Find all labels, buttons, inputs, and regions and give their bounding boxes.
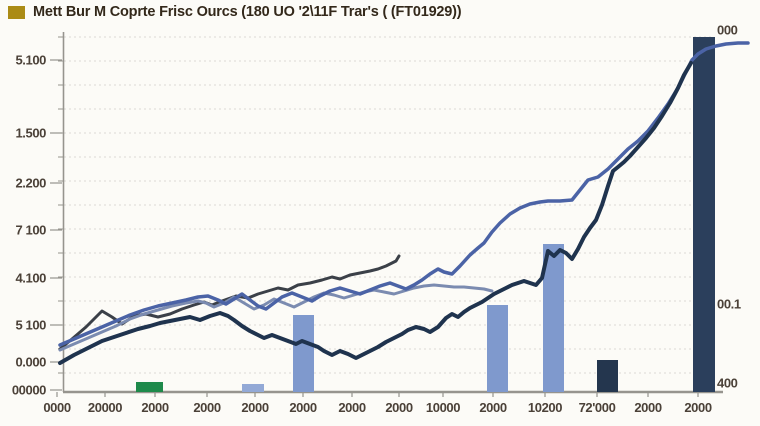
navy-bar-tall bbox=[693, 37, 715, 392]
x-axis-label: 2000 bbox=[141, 400, 168, 415]
navy-line bbox=[58, 61, 693, 365]
x-axis-label: 20000 bbox=[88, 400, 122, 415]
y-axis-label: 2.200 bbox=[15, 176, 46, 191]
slate-blue-line bbox=[58, 283, 494, 352]
y-axis-label: 00000 bbox=[12, 383, 46, 398]
y-axis-label: 5 100 bbox=[15, 318, 46, 333]
right-axis-label: 400 bbox=[717, 376, 738, 391]
green-bar bbox=[136, 382, 163, 392]
y-axis-label: 5.100 bbox=[15, 53, 46, 68]
x-axis-label: 2000 bbox=[385, 400, 412, 415]
cornflower-bar-mid bbox=[293, 315, 314, 392]
x-axis-label: 2000 bbox=[684, 400, 711, 415]
legend-swatch bbox=[8, 6, 25, 19]
y-axis-label: 7 100 bbox=[15, 223, 46, 238]
x-axis-label: 72'000 bbox=[579, 400, 616, 415]
x-axis-label: 2000 bbox=[479, 400, 506, 415]
x-axis-label: 0000 bbox=[43, 400, 70, 415]
chart-title: Mett Bur M Coprte Frisc Ourcs (180 UO '2… bbox=[33, 4, 462, 20]
x-axis-label: 2000 bbox=[289, 400, 316, 415]
navy-bar-small bbox=[597, 360, 618, 392]
x-axis-label: 2000 bbox=[338, 400, 365, 415]
x-axis-label: 2000 bbox=[634, 400, 661, 415]
x-axis-label: 2000 bbox=[193, 400, 220, 415]
y-axis-label: 0.000 bbox=[15, 355, 46, 370]
y-axis-label: 1.500 bbox=[15, 126, 46, 141]
cornflower-bar-tall-2 bbox=[543, 244, 564, 392]
x-axis-label: 10200 bbox=[528, 400, 562, 415]
light-blue-bar-small bbox=[242, 384, 264, 392]
legend: Mett Bur M Coprte Frisc Ourcs (180 UO '2… bbox=[8, 4, 462, 20]
royal-blue-line bbox=[58, 41, 750, 347]
x-axis-label: 2000 bbox=[241, 400, 268, 415]
x-axis-label: 10000 bbox=[426, 400, 460, 415]
y-axis-label: 4.100 bbox=[15, 271, 46, 286]
cornflower-bar-tall-1 bbox=[487, 305, 508, 392]
right-axis-label: 000 bbox=[717, 23, 738, 38]
right-axis-label: 00.1 bbox=[717, 297, 741, 312]
